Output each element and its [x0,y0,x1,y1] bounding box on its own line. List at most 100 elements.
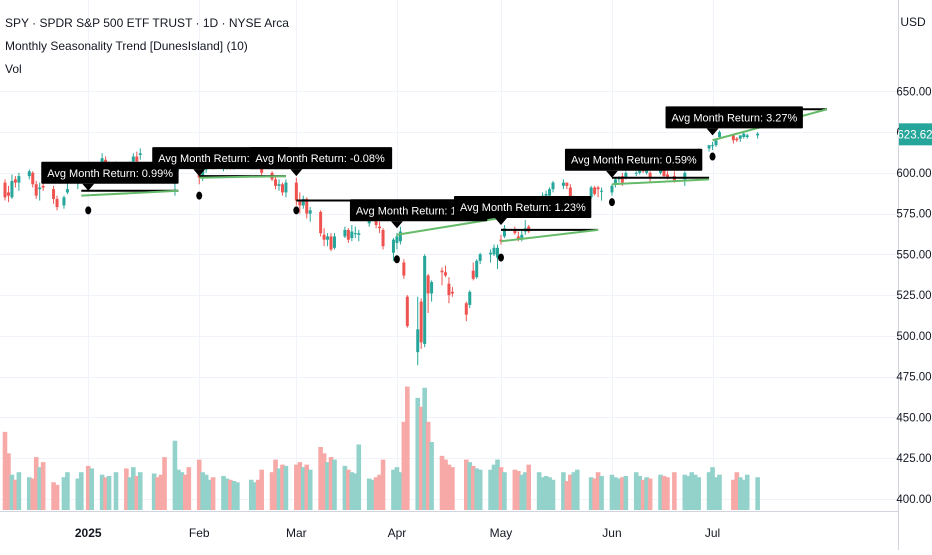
candle-body [634,172,638,174]
volume-bar [689,472,695,510]
volume-bar [252,482,258,510]
volume-bar [40,462,46,510]
candle-body [624,172,628,178]
volume-bar [637,475,643,510]
candle-body [620,176,624,183]
annotation-pointer [706,128,719,136]
candle-body [10,180,14,198]
volume-bar [13,479,18,510]
annotation-label: Avg Month Return: -0.08% [255,153,385,165]
volume-bar [106,475,112,510]
candle-body [395,236,399,243]
candle-body [683,172,687,180]
volume-bar [512,469,518,510]
candle-body [3,182,7,198]
indicator-title[interactable]: Monthly Seasonality Trend [DunesIsland] … [5,38,248,53]
volume-bar [713,477,719,510]
volume-bar [283,465,289,510]
candle-body [450,291,454,294]
volume-bar [744,474,750,510]
candle-body [41,185,45,188]
candle-body [419,301,423,343]
annotations: Avg Month Return: 0.99% Avg Month Return:… [41,106,803,229]
candle-body [548,189,552,196]
time-axis[interactable]: 2025 Feb Mar Apr May Jun Jul [75,526,720,540]
volume-bar [731,479,736,510]
candle-body [402,262,406,276]
volume-bar [450,467,455,510]
candle-body [305,198,309,214]
candle-body [745,135,749,137]
month-dot [497,253,504,262]
volume-bar [235,482,240,510]
candle-body [274,179,278,186]
candle-body [131,156,135,162]
annotation-pointer [290,169,303,177]
candle-body [62,197,66,206]
volume-bar [273,459,278,510]
volume-bar [294,464,299,510]
volume-bar [498,467,504,510]
volume-bar [640,479,646,510]
candle-body [513,229,517,234]
volume-bar [616,478,622,510]
volume-bar [196,459,202,510]
volume-bar [568,474,573,510]
volume-bar [550,479,556,510]
volume-bar [370,479,375,510]
volume-bar [741,479,747,510]
candle-body [298,200,302,206]
candle-body [280,184,284,193]
volume-bar [89,468,95,510]
trend-line [500,228,599,243]
volume-bar [16,472,22,510]
volume-bar [321,453,327,510]
volume-bar [446,464,452,510]
volume-bar [620,477,625,510]
symbol-title[interactable]: SPY · SPDR S&P 500 ETF TRUST · 1D · NYSE… [5,16,289,30]
volume-bar [353,473,358,510]
month-dot [393,255,400,264]
volume-bar [394,467,400,510]
volume-bar [183,474,188,510]
volume-bar [540,477,545,510]
volume-bar [6,453,11,510]
candle-body [38,187,42,190]
volume-bar [647,478,653,510]
month-dot [293,206,300,215]
candle-body [665,174,669,178]
trend-line [611,178,710,186]
volume-bar [401,421,407,510]
currency-label: USD [900,15,926,29]
annotation-label: Avg Month Return: 0.99% [47,168,173,180]
candle-body [568,187,572,203]
volume-title[interactable]: Vol [5,61,22,76]
volume-bar [613,477,618,510]
candle-body [443,272,447,276]
volume-bar [737,477,743,510]
volume-bar [131,467,136,510]
volume-bar [318,447,323,510]
volume-bars [2,386,760,510]
candle-body [475,260,479,278]
volume-bar [488,469,493,510]
volume-bar [103,477,108,510]
volume-bar [706,472,712,510]
volume-bar [255,479,261,510]
volume-bar [210,477,216,510]
candle-body [707,145,711,149]
volume-bar [26,477,32,510]
month-dot [196,191,203,200]
x-tick-label: Jun [602,526,621,540]
volume-bar [269,472,275,510]
candle-body [447,283,451,296]
volume-bar [692,474,698,510]
month-dot [608,198,615,207]
candle-body [6,192,10,196]
volume-bar [65,472,70,510]
volume-bar [307,469,313,510]
candle-body [27,171,31,177]
candle-body [391,239,395,253]
